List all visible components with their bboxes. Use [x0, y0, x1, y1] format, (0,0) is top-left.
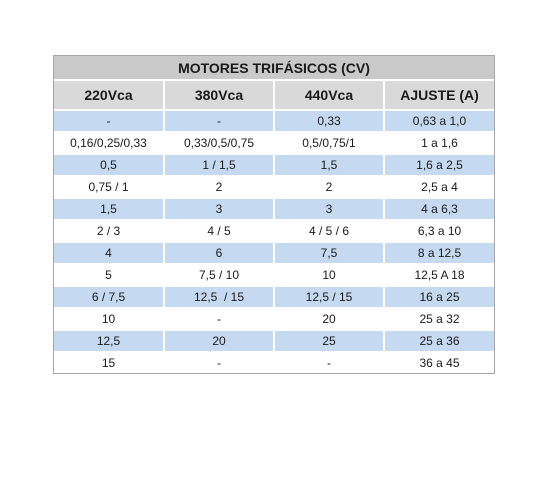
table-cell: 12,5 A 18 — [383, 263, 494, 287]
table-cell: 7,5 / 10 — [163, 263, 275, 287]
table-row: 1,5 3 3 4 a 6,3 — [54, 197, 494, 221]
table-cell: 0,33/0,5/0,75 — [163, 131, 275, 155]
table-cell: 25 — [273, 329, 385, 353]
table-row: 10-20 25 a 32 — [54, 307, 494, 331]
table-cell: - — [163, 307, 275, 331]
table-cell: 2 — [273, 175, 385, 199]
table-cell: - — [273, 351, 385, 373]
table-cell: 8 a 12,5 — [383, 241, 494, 265]
table-cell: 1,5 — [273, 153, 385, 177]
table-cell: 10 — [273, 263, 385, 287]
table-cell: 1 / 1,5 — [163, 153, 275, 177]
table-row: 5 7,5 / 10 10 12,5 A 18 — [54, 263, 494, 287]
table-cell: 2,5 a 4 — [383, 175, 494, 199]
table-cell: 15 — [54, 351, 165, 373]
column-header: AJUSTE (A) — [383, 79, 494, 111]
table-cell: 10 — [54, 307, 165, 331]
table-cell: 0,75 / 1 — [54, 175, 165, 199]
table-row: 12,5 20 25 25 a 36 — [54, 329, 494, 353]
table-cell: 1,6 a 2,5 — [383, 153, 494, 177]
table-cell: 6 — [163, 241, 275, 265]
table-row: - -0,33 0,63 a 1,0 — [54, 109, 494, 133]
table-cell: 2 — [163, 175, 275, 199]
table-cell: 0,63 a 1,0 — [383, 109, 494, 133]
table-cell: 12,5 / 15 — [273, 285, 385, 309]
table-cell: 1,5 — [54, 197, 165, 221]
table-container: MOTORES TRIFÁSICOS (CV) 220Vca 380Vca 440V… — [53, 55, 495, 374]
table-cell: 36 a 45 — [383, 351, 494, 373]
table-row: 0,16/0,25/0,33 0,33/0,5/0,75 0,5/0,75/1 1 a… — [54, 131, 494, 155]
table-cell: 6,3 a 10 — [383, 219, 494, 243]
title-row: MOTORES TRIFÁSICOS (CV) — [54, 56, 494, 81]
table-cell: 1 a 1,6 — [383, 131, 494, 155]
table-cell: 12,5 — [54, 329, 165, 353]
table-cell: 0,5 — [54, 153, 165, 177]
column-header: 220Vca — [54, 79, 165, 111]
table-row: 15- -36 a 45 — [54, 351, 494, 373]
table-cell: 0,5/0,75/1 — [273, 131, 385, 155]
table-cell: 16 a 25 — [383, 285, 494, 309]
table-cell: - — [163, 109, 275, 133]
table-cell: 3 — [163, 197, 275, 221]
table-cell: 4 / 5 — [163, 219, 275, 243]
column-header: 440Vca — [273, 79, 385, 111]
table-row: 6 / 7,5 12,5 / 15 12,5 / 15 16 a 25 — [54, 285, 494, 309]
table-cell: 7,5 — [273, 241, 385, 265]
table-cell: 4 / 5 / 6 — [273, 219, 385, 243]
table-cell: 4 a 6,3 — [383, 197, 494, 221]
table-cell: 12,5 / 15 — [163, 285, 275, 309]
table-cell: 25 a 36 — [383, 329, 494, 353]
table-cell: 20 — [273, 307, 385, 331]
table-title: MOTORES TRIFÁSICOS (CV) — [54, 56, 494, 81]
table-cell: 25 a 32 — [383, 307, 494, 331]
table-cell: 4 — [54, 241, 165, 265]
table-cell: - — [163, 351, 275, 373]
table-row: 4 6 7,5 8 a 12,5 — [54, 241, 494, 265]
column-header: 380Vca — [163, 79, 275, 111]
table-cell: - — [54, 109, 165, 133]
table-cell: 0,16/0,25/0,33 — [54, 131, 165, 155]
table-row: 0,75 / 1 2 2 2,5 a 4 — [54, 175, 494, 199]
table: MOTORES TRIFÁSICOS (CV) 220Vca 380Vca 440V… — [54, 56, 494, 373]
table-row: 0,5 1 / 1,5 1,5 1,6 a 2,5 — [54, 153, 494, 177]
table-cell: 3 — [273, 197, 385, 221]
table-cell: 2 / 3 — [54, 219, 165, 243]
table-cell: 5 — [54, 263, 165, 287]
table-cell: 20 — [163, 329, 275, 353]
table-cell: 0,33 — [273, 109, 385, 133]
header-row: 220Vca 380Vca 440Vca AJUSTE (A) — [54, 79, 494, 111]
table-cell: 6 / 7,5 — [54, 285, 165, 309]
